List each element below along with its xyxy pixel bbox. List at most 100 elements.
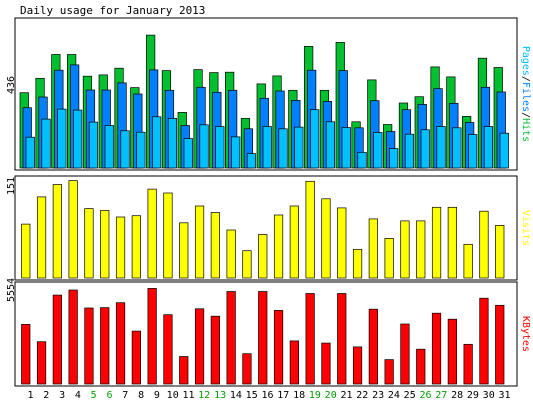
bar-kbytes-day-26 [416,348,426,385]
bar-pages-day-17 [278,128,288,169]
bar-kbytes-day-7 [115,302,126,385]
bar-pages-day-8 [136,131,146,169]
bar-pages-day-18 [294,126,304,169]
bar-visits-day-26 [416,220,426,279]
bar-kbytes-day-23 [368,308,378,385]
x-tick-label-23: 23 [372,390,384,401]
bar-visits-day-27 [431,206,442,279]
bar-pages-day-30 [483,126,494,169]
bar-visits-day-7 [115,216,126,279]
legend-item-visits: Visits [520,210,531,246]
bar-kbytes-day-6 [100,307,110,385]
bar-pages-day-7 [120,130,130,169]
x-tick-label-30: 30 [483,390,495,401]
bar-visits-day-6 [100,210,110,279]
legend-item-pages: Pages [520,46,531,76]
x-tick-label-16: 16 [261,390,273,401]
bar-pages-day-25 [404,133,415,169]
bar-pages-day-4 [73,109,83,169]
legend-separator: / [520,76,531,82]
bar-pages-day-5 [88,121,99,169]
bar-visits-day-2 [36,196,47,279]
x-tick-label-11: 11 [182,390,194,401]
bar-pages-day-28 [452,127,462,169]
bar-kbytes-day-20 [321,342,331,385]
x-tick-label-14: 14 [230,390,242,401]
bar-kbytes-day-9 [147,288,157,385]
bar-kbytes-day-17 [273,310,284,385]
bar-pages-day-2 [41,118,51,169]
x-tick-label-24: 24 [388,390,400,401]
bar-visits-day-20 [321,198,331,279]
x-tick-label-6: 6 [106,390,112,401]
bar-visits-day-28 [447,206,457,279]
x-tick-label-17: 17 [277,390,289,401]
bar-visits-day-19 [305,180,315,279]
bar-pages-day-24 [389,148,399,169]
bar-pages-day-12 [199,124,209,169]
x-tick-label-20: 20 [325,390,337,401]
y-max-label-pages-files-hits: 436 [6,76,17,94]
bar-kbytes-day-28 [447,318,457,385]
bar-kbytes-day-8 [131,330,141,385]
bar-kbytes-day-13 [210,315,220,385]
bar-kbytes-day-19 [305,293,315,385]
bar-kbytes-day-4 [68,289,78,385]
bar-kbytes-day-27 [431,312,442,385]
x-tick-label-18: 18 [293,390,305,401]
x-tick-label-31: 31 [498,390,510,401]
bar-visits-day-11 [179,222,189,279]
bar-pages-day-26 [420,129,430,169]
x-tick-label-12: 12 [198,390,210,401]
bar-visits-day-12 [194,205,205,279]
bar-kbytes-day-10 [163,314,173,385]
x-tick-label-29: 29 [467,390,479,401]
bar-kbytes-day-5 [84,307,94,385]
x-tick-label-25: 25 [404,390,416,401]
x-tick-label-15: 15 [246,390,258,401]
bar-pages-day-15 [246,153,257,169]
y-max-label-visits: 151 [6,177,17,195]
x-tick-label-26: 26 [419,390,431,401]
bar-visits-day-30 [479,210,489,279]
legend-visits: Visits [520,210,531,246]
bar-visits-day-15 [242,250,252,279]
x-tick-label-9: 9 [154,390,160,401]
x-tick-label-5: 5 [91,390,97,401]
bar-visits-day-17 [273,214,284,279]
bar-visits-day-3 [52,184,62,279]
bar-pages-day-11 [183,138,193,169]
legend-pages-files-hits: Pages/Files/Hits [520,46,531,142]
bar-pages-day-31 [499,132,509,169]
bar-pages-day-27 [436,126,446,169]
bar-kbytes-day-24 [384,359,394,385]
bar-visits-day-22 [352,249,363,279]
bar-pages-day-16 [262,126,272,169]
bar-visits-day-1 [21,223,31,279]
x-tick-label-3: 3 [59,390,65,401]
bar-visits-day-10 [163,192,173,279]
bar-kbytes-day-2 [36,341,47,385]
bar-kbytes-day-1 [21,324,31,385]
bar-pages-day-20 [325,121,336,169]
y-max-label-kbytes: 5554 [6,278,17,302]
chart-title: Daily usage for January 2013 [20,4,205,17]
bar-pages-day-9 [152,116,162,169]
x-tick-label-8: 8 [138,390,144,401]
x-tick-label-27: 27 [435,390,447,401]
bar-pages-day-13 [215,126,225,169]
bar-kbytes-day-25 [400,323,410,385]
x-tick-label-19: 19 [309,390,321,401]
bar-kbytes-day-14 [226,291,236,385]
bar-pages-day-29 [468,134,478,169]
bar-kbytes-day-11 [179,356,189,385]
legend-item-kbytes: KBytes [520,316,531,352]
bar-pages-day-14 [231,136,241,169]
bar-pages-day-6 [104,125,114,169]
bar-visits-day-24 [384,238,394,279]
bar-kbytes-day-15 [242,353,252,385]
bar-visits-day-13 [210,212,220,279]
bar-pages-day-3 [57,108,67,169]
legend-separator: / [520,112,531,118]
